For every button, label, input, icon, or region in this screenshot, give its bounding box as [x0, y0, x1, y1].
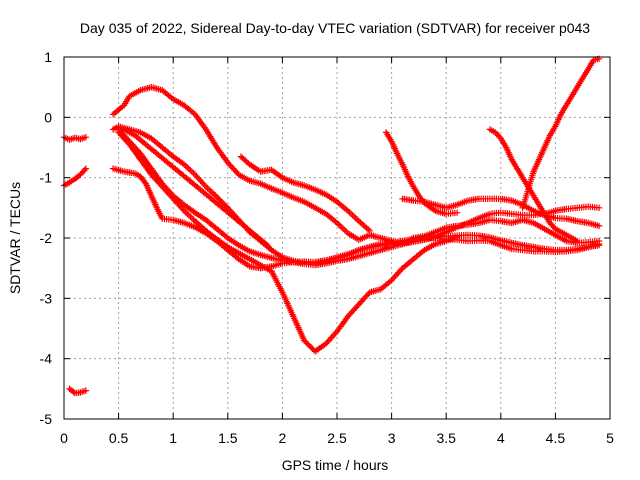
data-marker	[486, 126, 581, 245]
series-s7	[109, 165, 603, 272]
series-s3	[66, 385, 89, 397]
y-axis-label: SDTVAR / TECUs	[7, 182, 23, 294]
data-marker	[115, 129, 275, 275]
x-tick-label: 0	[60, 430, 68, 446]
data-points	[60, 55, 603, 397]
series-s8	[115, 129, 275, 275]
series-s9	[120, 126, 275, 254]
data-marker	[66, 385, 89, 397]
grid	[64, 57, 610, 419]
data-marker	[60, 165, 89, 189]
series-s14	[486, 126, 581, 245]
series-s2	[60, 165, 89, 189]
x-tick-label: 3.5	[436, 430, 456, 446]
y-tick-label: -4	[40, 351, 53, 367]
x-tick-label: 4.5	[546, 430, 566, 446]
data-marker	[237, 153, 373, 234]
x-tick-label: 1	[169, 430, 177, 446]
data-marker	[60, 134, 89, 143]
x-tick-label: 4	[497, 430, 505, 446]
series-s12	[382, 129, 461, 218]
y-tick-label: -3	[40, 290, 53, 306]
y-tick-label: -1	[40, 170, 53, 186]
x-tick-label: 2	[279, 430, 287, 446]
chart-title: Day 035 of 2022, Sidereal Day-to-day VTE…	[80, 20, 590, 36]
x-tick-label: 0.5	[109, 430, 129, 446]
data-marker	[268, 233, 461, 355]
y-tick-label: -2	[40, 230, 53, 246]
data-marker	[382, 129, 461, 218]
x-tick-label: 5	[606, 430, 614, 446]
series-s11	[268, 233, 461, 355]
y-tick-label: 1	[44, 49, 52, 65]
series-s10	[237, 153, 373, 234]
series-s1	[60, 134, 89, 143]
x-tick-label: 3	[388, 430, 396, 446]
data-marker	[120, 126, 275, 254]
data-marker	[399, 195, 603, 230]
y-tick-label: 0	[44, 109, 52, 125]
axis-ticks: 0 0.5 1 1.5 2 2.5 3 3.5 4 4.5 5 1 0 -1 -2 -3 -4 -5	[40, 49, 615, 446]
y-tick-label: -5	[40, 411, 53, 427]
series-s15	[519, 55, 603, 211]
data-marker	[109, 165, 603, 272]
series-s13	[399, 195, 603, 230]
x-tick-label: 1.5	[218, 430, 238, 446]
x-tick-label: 2.5	[327, 430, 347, 446]
x-axis-label: GPS time / hours	[282, 457, 389, 473]
data-marker	[519, 55, 603, 211]
